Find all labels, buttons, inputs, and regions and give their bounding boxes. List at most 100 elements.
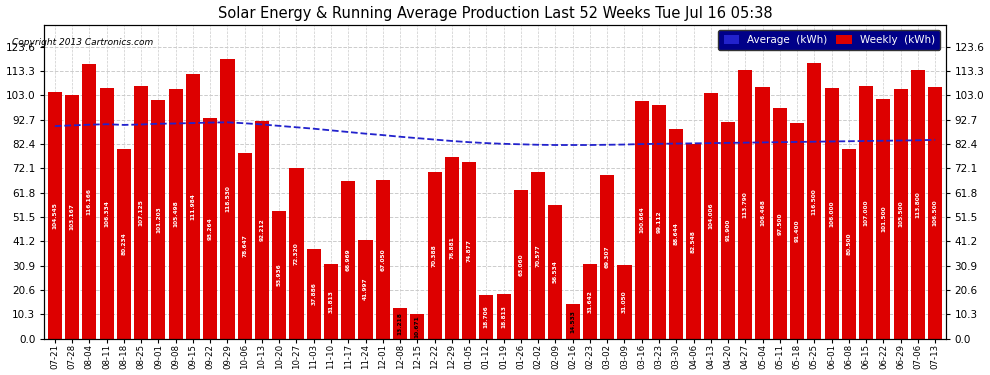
- Bar: [428, 172, 442, 339]
- Bar: [859, 86, 873, 339]
- Bar: [324, 264, 339, 339]
- Text: 31.813: 31.813: [329, 290, 334, 313]
- Bar: [755, 87, 769, 339]
- Text: 14.533: 14.533: [570, 310, 575, 333]
- Bar: [272, 211, 286, 339]
- Bar: [100, 87, 114, 339]
- Bar: [307, 249, 321, 339]
- Text: 91.400: 91.400: [795, 219, 800, 242]
- Text: 78.647: 78.647: [243, 234, 248, 257]
- Bar: [739, 70, 752, 339]
- Text: 105.498: 105.498: [173, 201, 178, 228]
- Bar: [911, 70, 925, 339]
- Bar: [65, 95, 79, 339]
- Bar: [583, 264, 597, 339]
- Bar: [773, 108, 787, 339]
- Bar: [254, 121, 269, 339]
- Bar: [704, 93, 718, 339]
- Text: 104.006: 104.006: [708, 202, 713, 229]
- Text: 116.166: 116.166: [87, 188, 92, 215]
- Bar: [479, 295, 493, 339]
- Text: 116.500: 116.500: [812, 188, 817, 214]
- Text: 37.886: 37.886: [311, 283, 316, 306]
- Bar: [928, 87, 942, 339]
- Bar: [445, 157, 459, 339]
- Text: 74.877: 74.877: [466, 239, 471, 262]
- Text: 106.334: 106.334: [104, 200, 109, 226]
- Text: 92.212: 92.212: [259, 219, 264, 241]
- Bar: [565, 304, 580, 339]
- Text: 66.969: 66.969: [346, 248, 350, 271]
- Text: 107.125: 107.125: [139, 199, 144, 226]
- Text: 103.167: 103.167: [69, 204, 74, 230]
- Legend: Average  (kWh), Weekly  (kWh): Average (kWh), Weekly (kWh): [719, 30, 940, 50]
- Bar: [82, 64, 96, 339]
- Bar: [790, 123, 804, 339]
- Bar: [842, 148, 856, 339]
- Bar: [548, 205, 562, 339]
- Bar: [497, 294, 511, 339]
- Bar: [393, 308, 407, 339]
- Text: 31.642: 31.642: [587, 290, 592, 313]
- Bar: [376, 180, 390, 339]
- Bar: [825, 88, 839, 339]
- Bar: [342, 180, 355, 339]
- Text: 113.800: 113.800: [916, 191, 921, 218]
- Text: 118.530: 118.530: [225, 185, 230, 212]
- Bar: [186, 74, 200, 339]
- Bar: [238, 153, 251, 339]
- Title: Solar Energy & Running Average Production Last 52 Weeks Tue Jul 16 05:38: Solar Energy & Running Average Productio…: [218, 6, 772, 21]
- Bar: [651, 105, 666, 339]
- Bar: [117, 149, 131, 339]
- Text: 80.234: 80.234: [122, 232, 127, 255]
- Bar: [894, 90, 908, 339]
- Text: 91.900: 91.900: [726, 219, 731, 242]
- Text: 82.548: 82.548: [691, 230, 696, 253]
- Bar: [289, 168, 304, 339]
- Text: Copyright 2013 Cartronics.com: Copyright 2013 Cartronics.com: [12, 38, 153, 47]
- Text: 80.500: 80.500: [846, 232, 851, 255]
- Bar: [48, 92, 62, 339]
- Bar: [635, 101, 648, 339]
- Bar: [221, 59, 235, 339]
- Text: 93.264: 93.264: [208, 217, 213, 240]
- Text: 100.664: 100.664: [640, 207, 644, 233]
- Text: 107.000: 107.000: [863, 199, 868, 226]
- Text: 67.050: 67.050: [380, 248, 385, 271]
- Text: 13.218: 13.218: [398, 312, 403, 334]
- Text: 31.050: 31.050: [622, 291, 627, 314]
- Text: 70.577: 70.577: [536, 244, 541, 267]
- Text: 104.545: 104.545: [52, 202, 57, 229]
- Bar: [462, 162, 476, 339]
- Text: 101.500: 101.500: [881, 206, 886, 232]
- Text: 113.790: 113.790: [742, 191, 747, 218]
- Text: 105.500: 105.500: [898, 201, 903, 227]
- Text: 99.112: 99.112: [656, 210, 661, 233]
- Text: 106.468: 106.468: [760, 200, 765, 226]
- Bar: [669, 129, 683, 339]
- Text: 101.203: 101.203: [155, 206, 161, 232]
- Bar: [618, 266, 632, 339]
- Text: 56.534: 56.534: [553, 261, 558, 284]
- Bar: [807, 63, 822, 339]
- Bar: [358, 240, 372, 339]
- Text: 111.984: 111.984: [190, 193, 195, 220]
- Text: 88.644: 88.644: [674, 223, 679, 246]
- Text: 69.307: 69.307: [605, 246, 610, 268]
- Bar: [531, 172, 545, 339]
- Text: 18.706: 18.706: [484, 305, 489, 328]
- Text: 53.936: 53.936: [277, 264, 282, 286]
- Bar: [134, 86, 148, 339]
- Text: 70.388: 70.388: [432, 244, 437, 267]
- Text: 10.671: 10.671: [415, 315, 420, 338]
- Bar: [600, 175, 614, 339]
- Text: 106.500: 106.500: [933, 200, 938, 226]
- Text: 63.060: 63.060: [519, 253, 524, 276]
- Bar: [514, 190, 528, 339]
- Text: 41.997: 41.997: [363, 278, 368, 300]
- Bar: [686, 144, 701, 339]
- Bar: [876, 99, 890, 339]
- Text: 106.000: 106.000: [829, 200, 835, 227]
- Bar: [168, 90, 183, 339]
- Bar: [203, 118, 217, 339]
